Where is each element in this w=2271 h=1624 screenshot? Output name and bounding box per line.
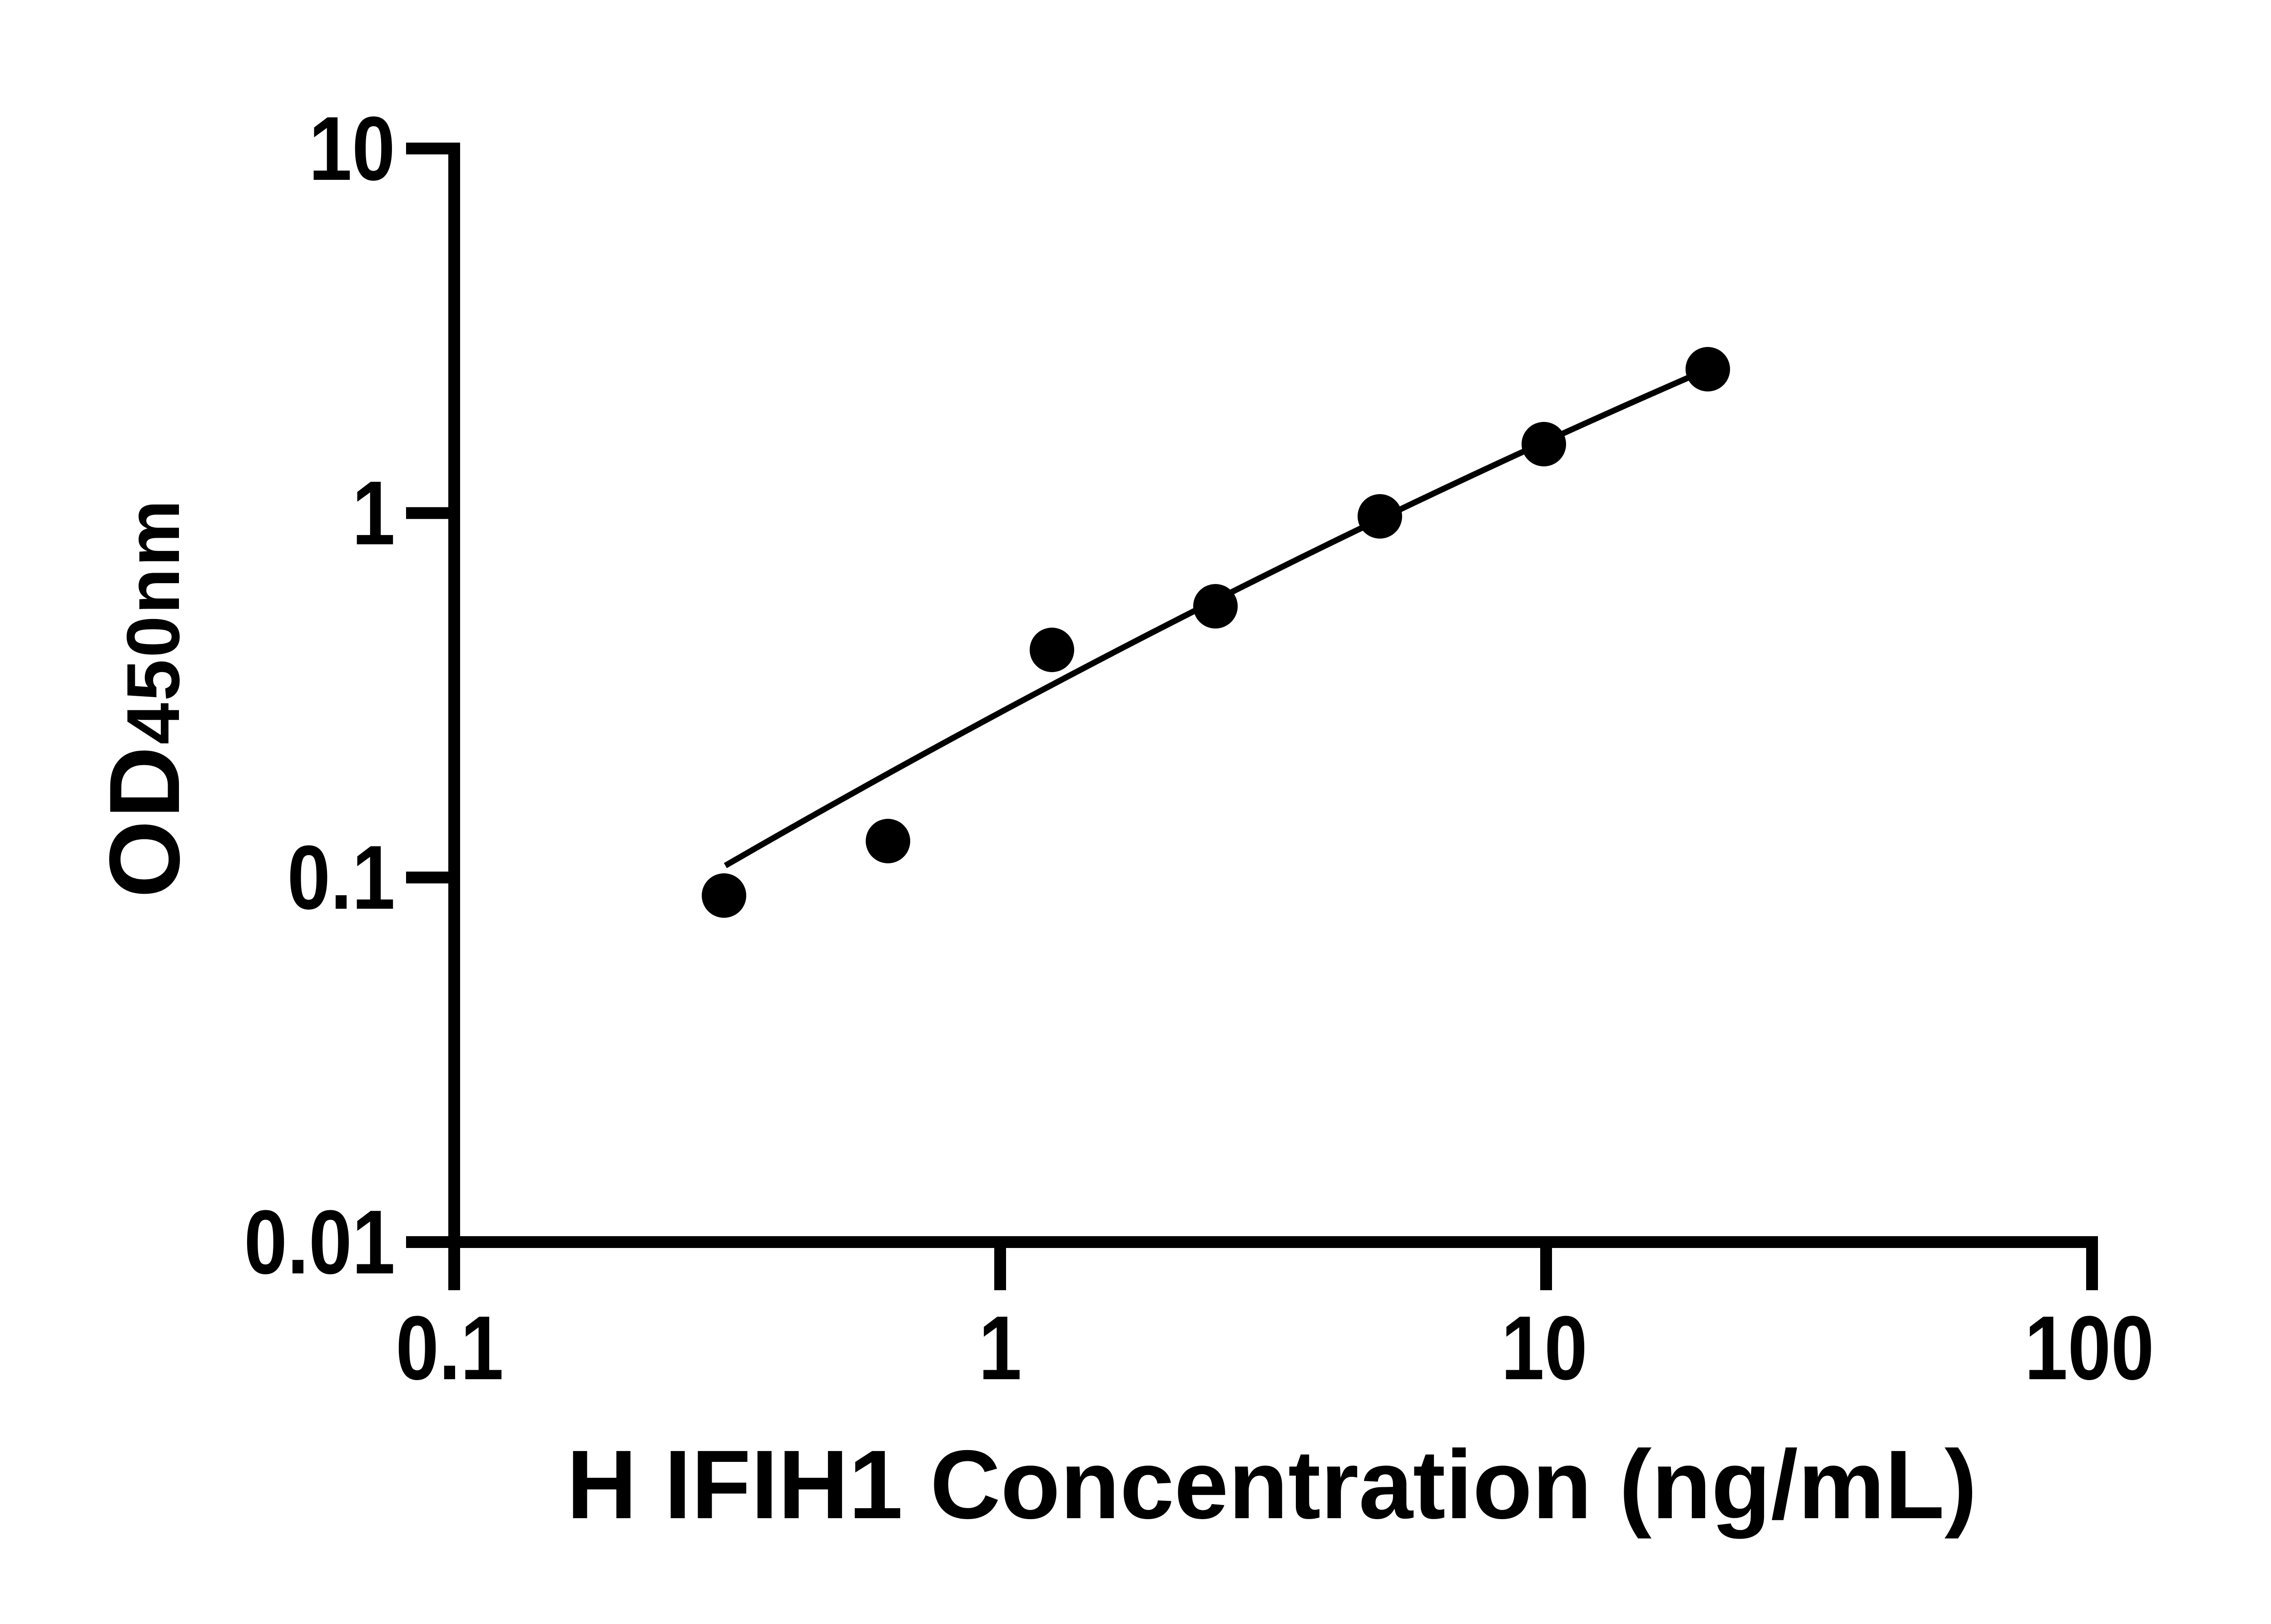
svg-text:0.01: 0.01 xyxy=(244,1192,395,1293)
svg-text:0.1: 0.1 xyxy=(396,1297,504,1399)
svg-text:10: 10 xyxy=(1501,1297,1587,1399)
svg-text:1: 1 xyxy=(978,1297,1021,1399)
svg-text:100: 100 xyxy=(2024,1297,2154,1399)
svg-text:0.1: 0.1 xyxy=(287,827,395,928)
svg-text:1: 1 xyxy=(352,463,395,564)
svg-text:OD450nm: OD450nm xyxy=(89,498,200,898)
svg-text:10: 10 xyxy=(309,98,395,199)
svg-text:H IFIH1 Concentration (ng/mL): H IFIH1 Concentration (ng/mL) xyxy=(566,1430,1977,1539)
